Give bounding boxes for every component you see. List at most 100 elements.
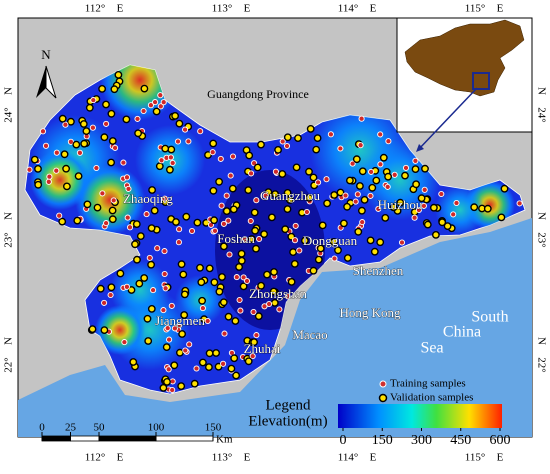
latitude-label: N [3, 87, 15, 95]
training-sample [123, 283, 130, 290]
training-sample [367, 192, 374, 199]
training-sample [377, 161, 384, 168]
training-sample [250, 308, 257, 316]
longitude-label: 112° [85, 452, 106, 464]
training-sample [147, 102, 154, 109]
training-sample [167, 154, 174, 161]
validation-sample [438, 218, 447, 227]
longitude-label: E [117, 3, 124, 15]
validation-sample [251, 226, 260, 235]
latitude-label: N [3, 212, 15, 220]
training-sample [166, 336, 173, 343]
validation-sample [263, 270, 271, 279]
validation-sample [215, 287, 224, 296]
longitude-label: E [497, 452, 504, 464]
training-sample [161, 270, 168, 278]
validation-sample [283, 188, 292, 197]
validation-sample [107, 283, 116, 292]
training-sample [67, 138, 74, 145]
north-arrow: N [36, 47, 57, 99]
validation-sample [423, 220, 432, 229]
validation-sample [323, 199, 331, 208]
training-sample [391, 171, 398, 178]
training-sample [89, 124, 96, 131]
validation-sample [292, 163, 301, 172]
terrain-patch [110, 260, 170, 320]
training-sample [171, 325, 178, 332]
validation-sample [215, 177, 224, 186]
training-sample [284, 293, 291, 300]
training-sample [220, 220, 227, 227]
validation-sample [368, 183, 377, 192]
validation-sample [100, 326, 109, 334]
training-sample [162, 285, 169, 292]
place-label: Dongguan [303, 233, 358, 248]
validation-sample [114, 71, 123, 79]
training-sample [176, 226, 183, 233]
validation-sample [143, 314, 152, 323]
training-sample [169, 378, 176, 385]
validation-sample [34, 164, 42, 173]
validation-sample [82, 127, 91, 136]
scale-tick-label: 100 [148, 422, 165, 434]
validation-sample [334, 246, 342, 255]
training-sample [56, 212, 63, 219]
training-sample [229, 153, 237, 160]
validation-sample [230, 354, 239, 363]
validation-sample [171, 112, 180, 120]
validation-sample [345, 176, 354, 185]
validation-sample [237, 249, 246, 258]
training-sample [150, 287, 157, 294]
training-sample [453, 199, 460, 207]
validation-sample [108, 206, 117, 215]
validation-sample [210, 216, 219, 225]
training-sample [357, 142, 364, 149]
longitude-label: 113° [212, 3, 233, 15]
training-sample [303, 208, 310, 216]
training-sample [412, 157, 419, 164]
training-sample [241, 236, 248, 243]
validation-sample [147, 304, 156, 313]
longitude-label: E [370, 3, 377, 15]
training-sample [209, 149, 216, 156]
validation-sample [244, 186, 253, 195]
validation-sample [219, 242, 228, 251]
training-sample [438, 190, 445, 198]
validation-sample [214, 362, 223, 371]
validation-sample [283, 205, 292, 214]
training-sample [110, 197, 117, 204]
validation-sample [219, 298, 228, 307]
validation-sample [379, 153, 388, 162]
training-sample [160, 99, 167, 106]
validation-sample [167, 145, 176, 154]
validation-sample [132, 220, 141, 229]
validation-sample [343, 254, 352, 262]
training-sample [125, 185, 132, 192]
validation-sample [330, 191, 339, 199]
validation-sample [224, 312, 233, 321]
validation-sample [107, 158, 116, 167]
validation-sample [237, 256, 246, 265]
training-sample [276, 306, 283, 313]
validation-sample [155, 162, 164, 171]
training-sample [233, 274, 240, 281]
validation-sample [358, 167, 367, 176]
training-sample [327, 131, 334, 138]
legend-item: Training samples [390, 378, 466, 390]
validation-sample [150, 206, 159, 215]
validation-sample [384, 172, 392, 181]
latitude-label: N [535, 212, 547, 220]
legend: Legend Training samples Validation sampl… [248, 378, 502, 429]
validation-sample [116, 269, 125, 278]
validation-sample [63, 182, 71, 191]
sea-label: South [471, 309, 508, 326]
training-sample [165, 366, 172, 373]
training-sample [221, 330, 228, 337]
validation-sample [67, 117, 75, 126]
validation-sample [260, 230, 268, 239]
validation-sample [212, 349, 221, 357]
training-sample [197, 128, 204, 135]
place-label: Shenzhen [353, 263, 404, 278]
training-sample [323, 176, 330, 183]
